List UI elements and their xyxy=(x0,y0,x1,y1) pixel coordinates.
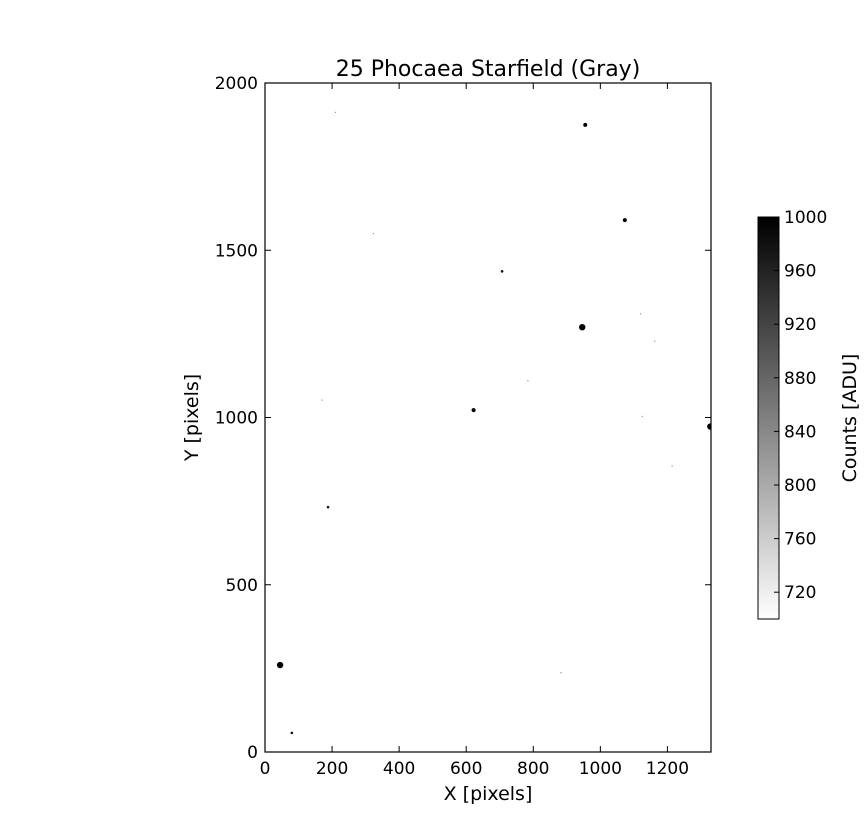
star-point xyxy=(622,218,627,223)
star-point xyxy=(500,270,504,273)
star-point xyxy=(321,399,323,401)
stars xyxy=(276,111,711,735)
star-point xyxy=(372,232,375,235)
y-tick-label: 2000 xyxy=(215,74,258,94)
star-point xyxy=(290,731,294,735)
chart-title: 25 Phocaea Starfield (Gray) xyxy=(336,57,641,82)
colorbar: 720 760 800 840 880 920 960 1000 Counts [ADU] xyxy=(757,208,861,620)
star-point xyxy=(579,323,586,331)
star-point xyxy=(707,423,711,430)
colorbar-tick-label: 920 xyxy=(784,315,816,335)
colorbar-tick-label: 800 xyxy=(784,476,816,496)
x-tick-label: 400 xyxy=(383,759,415,779)
y-tick-label: 1000 xyxy=(215,409,258,429)
x-tick-label: 1000 xyxy=(579,759,622,779)
colorbar-tick-label: 1000 xyxy=(784,208,827,228)
star-point xyxy=(671,465,673,467)
star-point xyxy=(653,340,656,342)
colorbar-tick-label: 720 xyxy=(784,583,816,603)
x-axis-label: X [pixels] xyxy=(444,783,533,805)
colorbar-gradient xyxy=(757,216,780,620)
star-point xyxy=(639,313,642,315)
star-point xyxy=(641,415,643,418)
x-tick-label: 200 xyxy=(316,759,348,779)
star-point xyxy=(583,122,588,127)
star-point xyxy=(471,408,476,413)
colorbar-tick-label: 760 xyxy=(784,530,816,550)
image-background xyxy=(265,83,711,752)
y-tick-label: 500 xyxy=(226,576,258,596)
star-point xyxy=(326,505,330,509)
y-tick-label: 0 xyxy=(247,743,258,763)
y-axis: 0 500 1000 1500 2000 xyxy=(215,74,711,763)
x-tick-label: 600 xyxy=(450,759,482,779)
colorbar-label: Counts [ADU] xyxy=(839,354,861,483)
x-axis: 0 200 400 600 800 1000 1200 xyxy=(260,83,689,779)
x-tick-label: 1200 xyxy=(646,759,689,779)
colorbar-tick-label: 960 xyxy=(784,262,816,282)
colorbar-tick-label: 840 xyxy=(784,422,816,442)
starfield-image xyxy=(265,83,711,752)
x-tick-label: 0 xyxy=(260,759,271,779)
star-point xyxy=(527,380,529,382)
x-tick-label: 800 xyxy=(517,759,549,779)
colorbar-ticks: 720 760 800 840 880 920 960 1000 xyxy=(774,208,827,603)
star-point xyxy=(276,661,284,669)
colorbar-tick-label: 880 xyxy=(784,369,816,389)
y-axis-label: Y [pixels] xyxy=(181,374,203,462)
star-point xyxy=(560,672,562,674)
y-tick-label: 1500 xyxy=(215,241,258,261)
star-point xyxy=(334,111,337,114)
